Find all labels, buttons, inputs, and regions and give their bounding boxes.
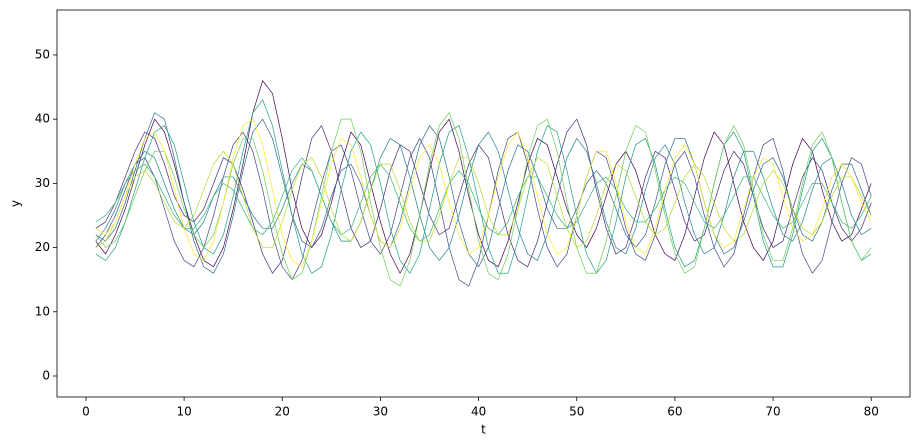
y-tick-label: 50	[35, 47, 50, 61]
x-tick-label: 60	[667, 405, 682, 419]
series-line	[95, 150, 872, 248]
x-tick-label: 20	[275, 405, 290, 419]
x-tick-label: 40	[471, 405, 486, 419]
series-line	[95, 99, 872, 274]
y-tick-label: 40	[35, 112, 50, 126]
x-tick-label: 30	[373, 405, 388, 419]
y-tick-label: 0	[42, 369, 50, 383]
series-line	[95, 118, 872, 268]
x-axis-label: t	[481, 423, 486, 437]
series-line	[95, 157, 872, 242]
series-line	[95, 118, 872, 274]
y-tick-label: 10	[35, 304, 50, 318]
series-line	[95, 131, 872, 261]
x-tick-label: 0	[82, 405, 90, 419]
y-tick-label: 20	[35, 240, 50, 254]
x-tick-label: 10	[176, 405, 191, 419]
x-tick-label: 80	[864, 405, 879, 419]
y-tick-label: 30	[35, 176, 50, 190]
y-axis-label: y	[9, 200, 23, 207]
series-line	[95, 131, 872, 287]
x-tick-label: 50	[569, 405, 584, 419]
lines	[95, 80, 872, 287]
plot-frame	[56, 9, 911, 398]
x-tick-label: 70	[765, 405, 780, 419]
